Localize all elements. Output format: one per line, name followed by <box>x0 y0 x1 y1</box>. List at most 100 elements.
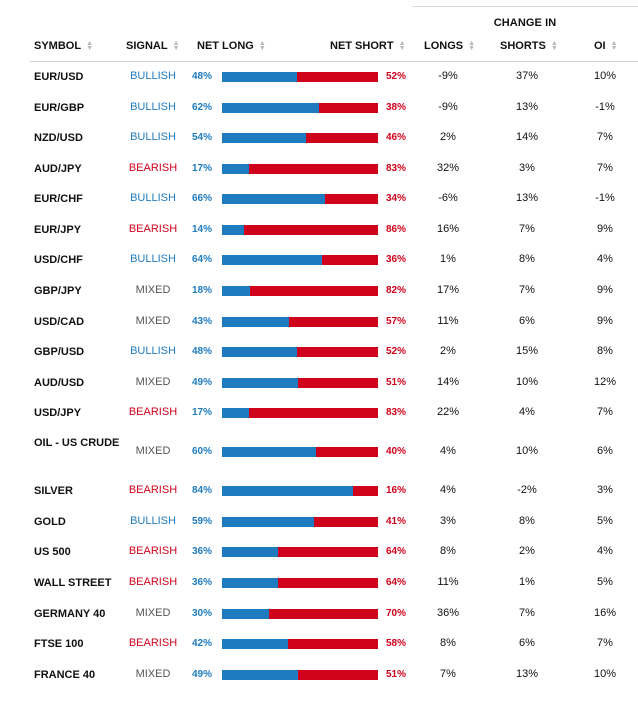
oi-column-header[interactable]: OI ▲ ▼ <box>594 37 618 55</box>
symbol-link[interactable]: OIL - US CRUDE <box>34 437 120 449</box>
sentiment-bar <box>222 447 378 457</box>
net-long-percent: 66% <box>191 193 212 204</box>
table-row[interactable]: GERMANY 40 MIXED 30% 70% 36% 7% 16% <box>0 599 638 629</box>
symbol-link[interactable]: NZD/USD <box>34 132 83 144</box>
net-long-percent: 18% <box>191 285 212 296</box>
change-shorts-value: 3% <box>519 162 535 174</box>
sort-icon[interactable]: ▲ ▼ <box>258 40 266 52</box>
symbol-link[interactable]: GBP/JPY <box>34 285 82 297</box>
change-oi-value: -1% <box>595 101 615 113</box>
net-short-percent: 57% <box>386 316 407 327</box>
symbol-link[interactable]: USD/JPY <box>34 407 82 419</box>
table-row[interactable]: WALL STREET BEARISH 36% 64% 11% 1% 5% <box>0 568 638 598</box>
net-short-percent: 52% <box>386 71 407 82</box>
net-long-percent: 42% <box>191 638 212 649</box>
change-oi-value: -1% <box>595 192 615 204</box>
net-short-percent: 58% <box>386 638 407 649</box>
symbol-link[interactable]: USD/CHF <box>34 254 83 266</box>
net-long-header-label: NET LONG <box>197 40 254 52</box>
net-long-column-header[interactable]: NET LONG ▲ ▼ <box>197 37 266 55</box>
change-longs-value: 17% <box>436 284 460 296</box>
sort-icon[interactable]: ▲ ▼ <box>610 40 618 52</box>
signal-column-header[interactable]: SIGNAL ▲ ▼ <box>126 37 180 55</box>
table-row[interactable]: AUD/JPY BEARISH 17% 83% 32% 3% 7% <box>0 154 638 184</box>
symbol-link[interactable]: GERMANY 40 <box>34 608 106 620</box>
net-short-percent: 64% <box>386 546 407 557</box>
change-oi-value: 16% <box>593 607 617 619</box>
table-row[interactable]: EUR/GBP BULLISH 62% 38% -9% 13% -1% <box>0 93 638 123</box>
sort-icon[interactable]: ▲ ▼ <box>468 40 476 52</box>
change-oi-value: 5% <box>597 515 613 527</box>
net-short-percent: 36% <box>386 254 407 265</box>
symbol-header-label: SYMBOL <box>34 40 82 52</box>
sort-icon[interactable]: ▲ ▼ <box>550 40 558 52</box>
table-row[interactable]: EUR/JPY BEARISH 14% 86% 16% 7% 9% <box>0 215 638 245</box>
table-row[interactable]: SILVER BEARISH 84% 16% 4% -2% 3% <box>0 476 638 506</box>
sentiment-bar <box>222 255 378 265</box>
sentiment-bar <box>222 670 378 680</box>
net-long-percent: 43% <box>191 316 212 327</box>
table-row[interactable]: USD/CAD MIXED 43% 57% 11% 6% 9% <box>0 307 638 337</box>
symbol-link[interactable]: EUR/USD <box>34 71 84 83</box>
table-row[interactable]: USD/JPY BEARISH 17% 83% 22% 4% 7% <box>0 398 638 428</box>
signal-label: BEARISH <box>128 406 178 418</box>
table-row[interactable]: FTSE 100 BEARISH 42% 58% 8% 6% 7% <box>0 629 638 659</box>
symbol-link[interactable]: GOLD <box>34 516 66 528</box>
net-long-percent: 17% <box>191 163 212 174</box>
symbol-link[interactable]: EUR/GBP <box>34 102 85 114</box>
symbol-link[interactable]: FRANCE 40 <box>34 669 96 681</box>
change-longs-value: 8% <box>440 545 456 557</box>
sentiment-bar <box>222 347 378 357</box>
net-short-percent: 83% <box>386 163 407 174</box>
table-row[interactable]: GBP/USD BULLISH 48% 52% 2% 15% 8% <box>0 337 638 367</box>
symbol-link[interactable]: EUR/CHF <box>34 193 83 205</box>
net-long-percent: 84% <box>191 485 212 496</box>
net-long-fill <box>222 547 279 557</box>
change-oi-value: 4% <box>597 253 613 265</box>
table-row[interactable]: FRANCE 40 MIXED 49% 51% 7% 13% 10% <box>0 660 638 690</box>
table-row[interactable]: EUR/USD BULLISH 48% 52% -9% 37% 10% <box>0 62 638 92</box>
change-longs-value: -9% <box>438 101 458 113</box>
symbol-column-header[interactable]: SYMBOL ▲ ▼ <box>34 37 93 55</box>
sentiment-bar <box>222 408 378 418</box>
table-row[interactable]: GOLD BULLISH 59% 41% 3% 8% 5% <box>0 507 638 537</box>
change-longs-value: 32% <box>436 162 460 174</box>
change-longs-value: 2% <box>440 345 456 357</box>
net-long-percent: 36% <box>191 577 212 588</box>
change-shorts-value: 10% <box>515 376 539 388</box>
change-oi-value: 9% <box>597 223 613 235</box>
change-oi-value: 6% <box>597 445 613 457</box>
symbol-link[interactable]: WALL STREET <box>34 577 112 589</box>
signal-label: BULLISH <box>130 345 176 357</box>
table-row[interactable]: AUD/USD MIXED 49% 51% 14% 10% 12% <box>0 368 638 398</box>
change-longs-value: 11% <box>437 315 459 327</box>
table-row[interactable]: OIL - US CRUDE MIXED 60% 40% 4% 10% 6% <box>0 437 638 467</box>
sort-icon[interactable]: ▲ ▼ <box>86 40 93 52</box>
longs-column-header[interactable]: LONGS ▲ ▼ <box>424 37 475 55</box>
net-long-fill <box>222 164 249 174</box>
net-short-column-header[interactable]: NET SHORT ▲ ▼ <box>330 37 406 55</box>
net-long-fill <box>222 447 316 457</box>
table-row[interactable]: GBP/JPY MIXED 18% 82% 17% 7% 9% <box>0 276 638 306</box>
symbol-link[interactable]: USD/CAD <box>34 316 85 328</box>
table-row[interactable]: US 500 BEARISH 36% 64% 8% 2% 4% <box>0 537 638 567</box>
sort-icon[interactable]: ▲ ▼ <box>398 40 406 52</box>
symbol-link[interactable]: GBP/USD <box>34 346 85 358</box>
symbol-link[interactable]: AUD/USD <box>34 377 85 389</box>
net-short-percent: 34% <box>386 193 407 204</box>
sort-icon[interactable]: ▲ ▼ <box>172 40 180 52</box>
table-row[interactable]: USD/CHF BULLISH 64% 36% 1% 8% 4% <box>0 245 638 275</box>
table-row[interactable]: NZD/USD BULLISH 54% 46% 2% 14% 7% <box>0 123 638 153</box>
table-row[interactable]: EUR/CHF BULLISH 66% 34% -6% 13% -1% <box>0 184 638 214</box>
symbol-link[interactable]: AUD/JPY <box>34 163 82 175</box>
signal-label: BEARISH <box>128 223 178 235</box>
shorts-column-header[interactable]: SHORTS ▲ ▼ <box>500 37 558 55</box>
symbol-link[interactable]: FTSE 100 <box>34 638 84 650</box>
net-long-fill <box>222 578 279 588</box>
symbol-link[interactable]: US 500 <box>34 546 71 558</box>
symbol-link[interactable]: SILVER <box>34 485 73 497</box>
sentiment-bar <box>222 194 378 204</box>
net-long-fill <box>222 408 249 418</box>
symbol-link[interactable]: EUR/JPY <box>34 224 82 236</box>
net-long-percent: 62% <box>191 102 212 113</box>
